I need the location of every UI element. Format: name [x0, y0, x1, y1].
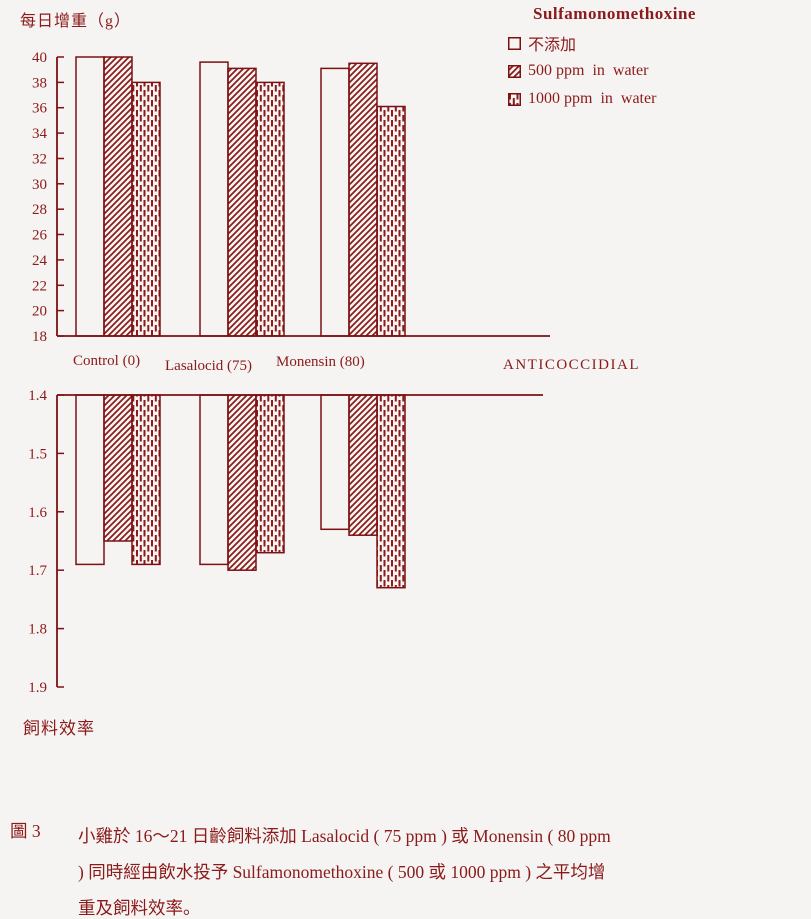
y-axis-title-daily-gain: 每日增重（g）	[20, 13, 132, 30]
tick-label: 40	[32, 50, 47, 66]
bar-chart1-dots-2	[376, 105, 406, 337]
caption-line-2: ) 同時經由飲水投予 Sulfamonomethoxine ( 500 或 10…	[78, 862, 606, 882]
axis-tick-labels: 40 38 36 34 32 30 28 26 24 22 20 18 1.4 1.5 1.6 1.7 1.8 1…	[28, 50, 47, 696]
tick-label: 38	[32, 75, 47, 91]
legend-item-hatch: 500 ppm in water	[508, 57, 696, 85]
tick-label: 36	[32, 101, 48, 117]
tick-label: 24	[32, 253, 48, 269]
legend-items: 不添加 500 ppm in water 1000 ppm in water	[508, 29, 696, 113]
bar-chart1-dots-1	[255, 81, 285, 337]
bar-chart1-plain-2	[320, 67, 350, 337]
bar-chart1-hatch-0	[103, 56, 133, 337]
bar-chart2-hatch-0	[103, 394, 133, 542]
bar-chart2-dots-2	[376, 394, 406, 589]
bars	[75, 56, 406, 589]
bar-chart1-plain-1	[199, 61, 229, 337]
bar-chart2-plain-2	[320, 394, 350, 531]
tick-label: 32	[32, 152, 47, 168]
legend-label: 不添加	[528, 37, 577, 54]
bar-chart2-plain-0	[75, 394, 105, 566]
legend: Sulfamonomethoxine 不添加 500 ppm in water 10…	[508, 4, 696, 113]
legend-swatch-plain-icon	[508, 36, 521, 50]
y-axis-title-feed-efficiency: 飼料效率	[23, 719, 95, 738]
bar-chart2-hatch-1	[227, 394, 257, 571]
category-label-2: Monensin (80)	[276, 354, 365, 370]
axes	[56, 56, 550, 688]
tick-label: 1.4	[28, 388, 47, 404]
bar-chart1-plain-0	[75, 56, 105, 337]
category-label-1: Lasalocid (75)	[165, 358, 253, 374]
legend-label: 1000 ppm in water	[528, 90, 657, 107]
bar-chart2-dots-0	[131, 394, 161, 566]
bar-chart2-hatch-2	[348, 394, 378, 536]
tick-label: 18	[32, 329, 47, 345]
tick-label: 1.8	[28, 622, 47, 638]
tick-label: 22	[32, 278, 47, 294]
bar-chart1-hatch-2	[348, 62, 378, 337]
bar-chart1-dots-0	[131, 81, 161, 337]
tick-label: 26	[32, 228, 48, 244]
legend-item-plain: 不添加	[508, 29, 696, 57]
tick-label: 1.5	[28, 446, 47, 462]
legend-swatch-hatch-icon	[508, 64, 521, 78]
tick-label: 28	[32, 202, 47, 218]
legend-swatch-dots-icon	[508, 92, 521, 106]
caption-line-1: 小雞於 16～21 日齡飼料添加 Lasalocid ( 75 ppm ) 或 …	[78, 826, 611, 846]
bar-chart1-hatch-1	[227, 67, 257, 337]
tick-label: 1.9	[28, 680, 47, 696]
category-label-0: Control (0)	[73, 353, 141, 369]
tick-label: 1.7	[28, 563, 47, 579]
tick-label: 30	[32, 177, 47, 193]
bar-chart2-plain-1	[199, 394, 229, 566]
tick-label: 20	[32, 304, 47, 320]
tick-label: 34	[32, 126, 48, 142]
bar-chart2-dots-1	[255, 394, 285, 554]
legend-item-dots: 1000 ppm in water	[508, 85, 696, 113]
x-axis-label-anticoccidial: ANTICOCCIDIAL	[503, 357, 640, 373]
legend-title: Sulfamonomethoxine	[533, 4, 696, 23]
tick-label: 1.6	[28, 505, 47, 521]
caption-line-3: 重及飼料效率。	[78, 898, 201, 918]
caption-text: 小雞於 16～21 日齡飼料添加 Lasalocid ( 75 ppm ) 或 …	[78, 818, 728, 919]
figure-number: 圖 3	[10, 821, 41, 841]
legend-label: 500 ppm in water	[528, 62, 649, 79]
